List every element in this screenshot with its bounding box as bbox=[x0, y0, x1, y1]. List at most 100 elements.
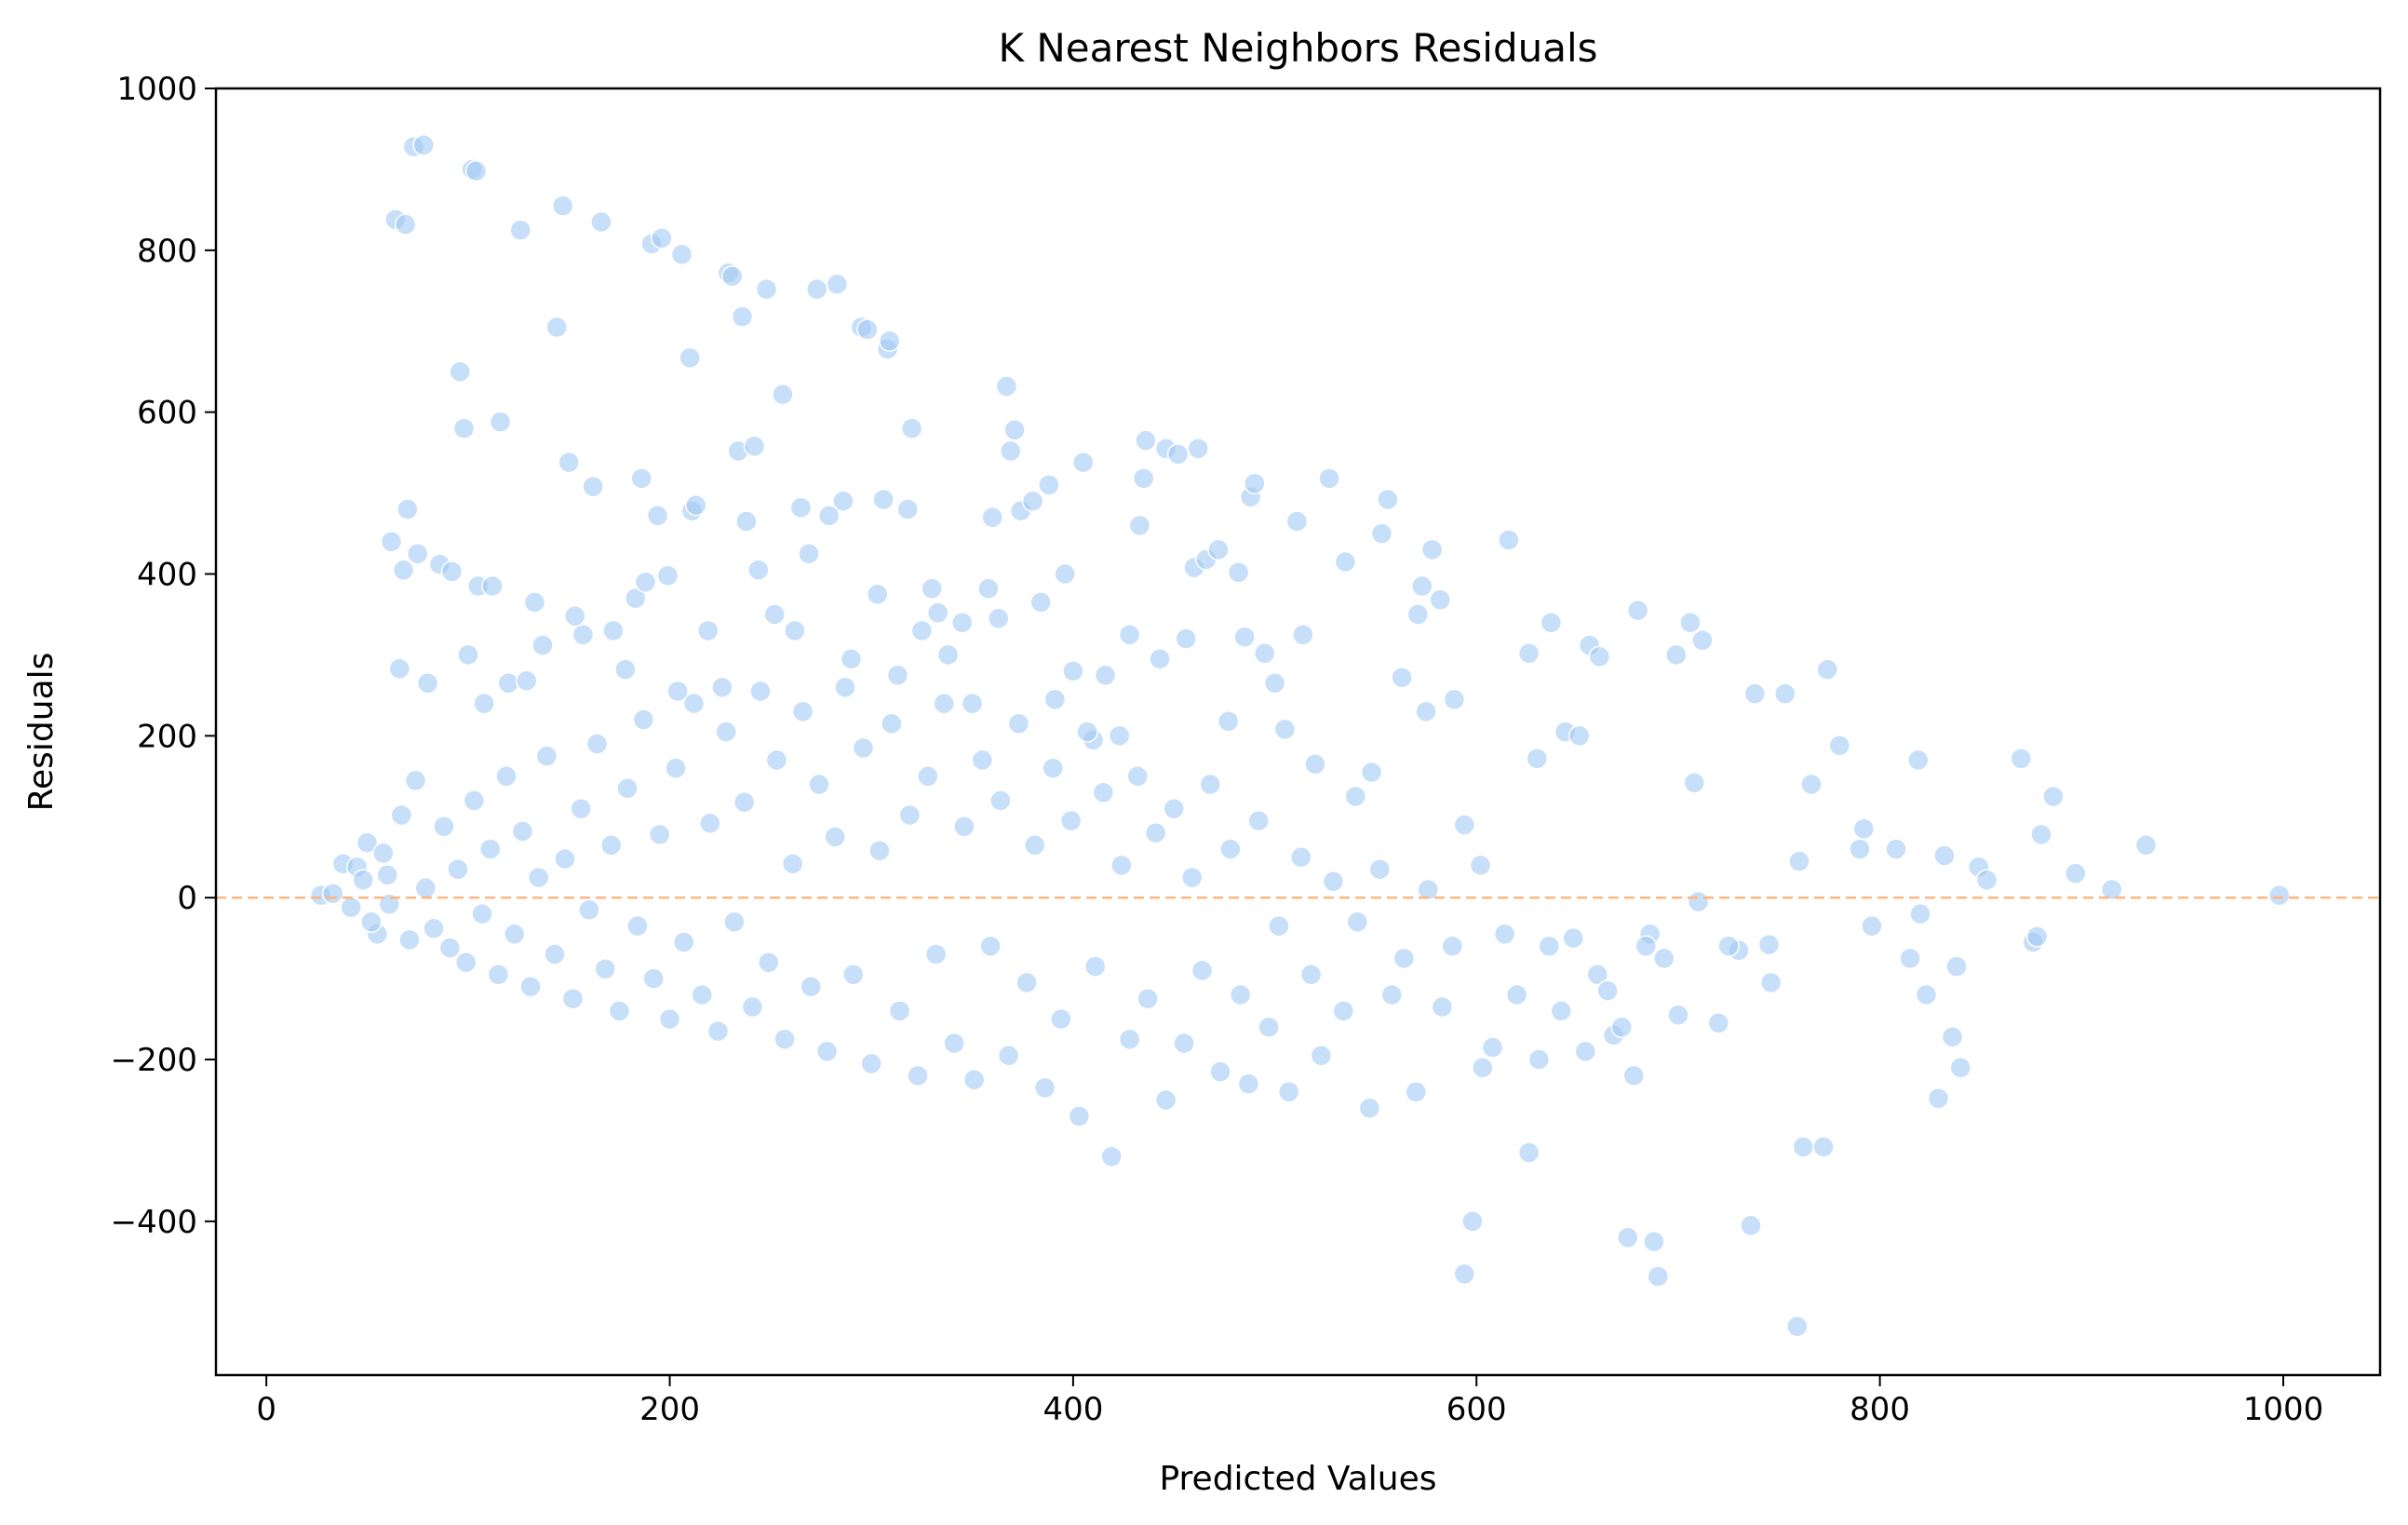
data-point bbox=[1505, 983, 1528, 1006]
data-point bbox=[340, 896, 362, 919]
data-point bbox=[1023, 833, 1046, 857]
data-point bbox=[646, 505, 669, 527]
data-point bbox=[1033, 1076, 1056, 1100]
data-point bbox=[454, 951, 478, 974]
data-point bbox=[860, 1052, 882, 1075]
data-point bbox=[1370, 522, 1393, 545]
data-point bbox=[749, 680, 772, 703]
data-point bbox=[1108, 724, 1131, 748]
data-point bbox=[1453, 814, 1476, 836]
data-point bbox=[594, 957, 616, 980]
data-point bbox=[1332, 1000, 1355, 1022]
y-axis-title: Residuals bbox=[22, 653, 61, 812]
data-point bbox=[1717, 935, 1740, 958]
data-point bbox=[1574, 1040, 1597, 1063]
data-point bbox=[741, 995, 764, 1019]
data-point bbox=[452, 417, 476, 439]
data-point bbox=[1443, 688, 1466, 710]
data-point bbox=[805, 277, 828, 301]
data-point bbox=[1217, 709, 1240, 733]
data-point bbox=[457, 643, 479, 667]
data-point bbox=[997, 1044, 1020, 1067]
data-point bbox=[1380, 983, 1404, 1006]
data-point bbox=[1191, 959, 1214, 982]
data-point bbox=[1199, 773, 1221, 796]
data-point bbox=[1110, 854, 1133, 877]
data-point bbox=[648, 823, 671, 846]
data-point bbox=[570, 797, 592, 820]
y-tick-label: 200 bbox=[137, 718, 197, 755]
data-point bbox=[1687, 890, 1710, 913]
data-point bbox=[1411, 574, 1433, 598]
data-point bbox=[910, 619, 934, 642]
y-tick-label: −400 bbox=[111, 1204, 197, 1241]
data-point bbox=[1540, 611, 1563, 634]
data-point bbox=[1647, 1265, 1670, 1288]
data-point bbox=[2025, 925, 2049, 948]
data-point bbox=[372, 842, 395, 865]
data-point bbox=[763, 603, 786, 626]
data-point bbox=[1550, 1000, 1573, 1022]
data-point bbox=[1118, 623, 1141, 646]
data-point bbox=[1173, 1032, 1195, 1055]
data-point bbox=[1310, 1044, 1333, 1067]
data-point bbox=[447, 858, 469, 881]
y-tick-label: 800 bbox=[137, 233, 197, 270]
data-point bbox=[634, 571, 657, 593]
data-point bbox=[981, 506, 1003, 529]
data-point bbox=[943, 1032, 965, 1055]
data-point bbox=[1100, 1145, 1123, 1168]
data-point bbox=[888, 1000, 911, 1022]
data-point bbox=[1610, 1016, 1634, 1039]
data-point bbox=[691, 983, 713, 1006]
data-point bbox=[1154, 1088, 1177, 1112]
data-point bbox=[1062, 660, 1084, 682]
data-point bbox=[1927, 1086, 1950, 1110]
data-point bbox=[696, 619, 720, 642]
data-point bbox=[2134, 833, 2158, 857]
data-point bbox=[626, 914, 649, 938]
data-point bbox=[723, 911, 746, 934]
data-point bbox=[1679, 611, 1702, 634]
data-point bbox=[1568, 724, 1591, 748]
data-point bbox=[511, 820, 534, 843]
data-point bbox=[2101, 878, 2123, 901]
data-point bbox=[1016, 971, 1038, 994]
data-point bbox=[1975, 869, 1998, 891]
data-point bbox=[630, 467, 652, 490]
data-point bbox=[961, 692, 984, 715]
data-point bbox=[1861, 914, 1883, 938]
data-point bbox=[878, 330, 901, 352]
data-point bbox=[642, 967, 665, 990]
data-point bbox=[1634, 935, 1658, 958]
data-point bbox=[898, 803, 921, 827]
data-point bbox=[360, 911, 383, 934]
data-point bbox=[979, 935, 1002, 958]
data-point bbox=[1304, 753, 1326, 776]
data-point bbox=[416, 672, 439, 695]
data-point bbox=[977, 577, 1000, 600]
data-point bbox=[1083, 955, 1107, 978]
data-point bbox=[1237, 1073, 1260, 1095]
data-point bbox=[651, 227, 673, 250]
data-point bbox=[478, 838, 502, 860]
data-point bbox=[489, 411, 512, 433]
data-point bbox=[1740, 1214, 1762, 1236]
data-point bbox=[535, 745, 558, 767]
data-point bbox=[834, 676, 856, 698]
data-point bbox=[989, 789, 1012, 812]
data-point bbox=[463, 789, 486, 812]
data-point bbox=[1360, 761, 1383, 784]
y-tick-label: 1000 bbox=[116, 71, 197, 108]
x-tick-label: 800 bbox=[1850, 1391, 1910, 1428]
data-point bbox=[711, 676, 733, 698]
data-point bbox=[578, 898, 600, 921]
data-point bbox=[1517, 1141, 1540, 1164]
data-point bbox=[1344, 785, 1367, 808]
data-point bbox=[412, 134, 435, 156]
data-point bbox=[731, 305, 754, 328]
data-point bbox=[791, 700, 814, 723]
data-point bbox=[1059, 809, 1083, 832]
data-point bbox=[808, 773, 830, 796]
data-point bbox=[1406, 603, 1430, 626]
